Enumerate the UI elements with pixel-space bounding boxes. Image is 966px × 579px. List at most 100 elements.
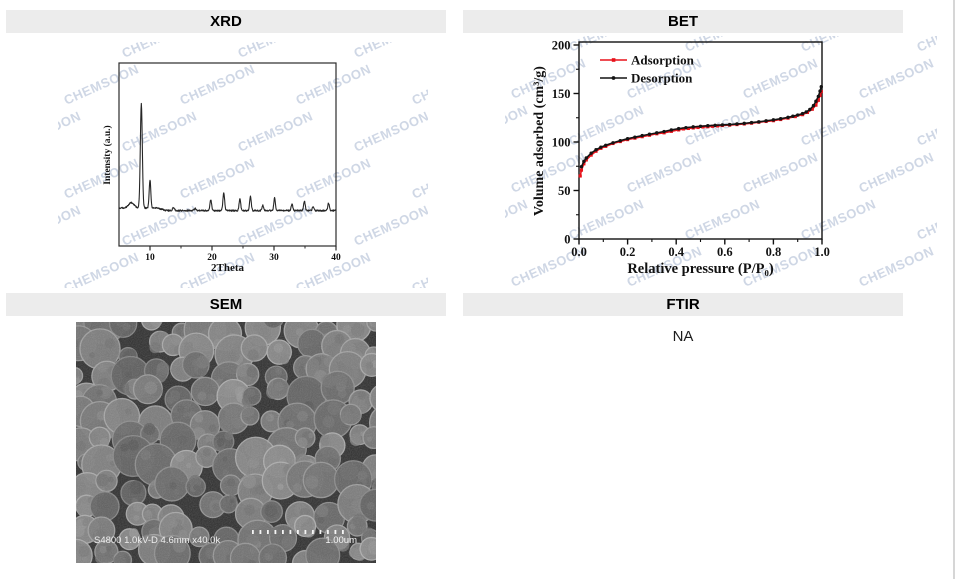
bet-chart: 0 50 100 150 200 0.0 0.2 0.4 0.6 0.8 1.0 Relative p… — [532, 38, 830, 277]
bet-marker — [814, 103, 818, 107]
bet-marker — [804, 110, 808, 114]
bet-marker — [818, 93, 822, 98]
bet-marker — [800, 111, 805, 116]
bet-x-tick-label: 0.6 — [717, 245, 733, 259]
panel-title-xrd: XRD — [210, 13, 242, 30]
bet-marker — [681, 127, 686, 131]
xrd-chart: 10 20 30 40 2Theta Intensity (a.u.) — [102, 62, 341, 274]
bet-marker — [814, 99, 818, 103]
bet-marker — [706, 124, 710, 128]
bet-marker — [579, 168, 584, 172]
bet-marker — [771, 118, 776, 122]
bet-marker — [711, 124, 715, 128]
bet-marker — [701, 125, 705, 129]
bet-marker — [611, 141, 615, 145]
bet-y-tick-label: 100 — [552, 135, 571, 149]
legend-label: Desorption — [631, 71, 693, 86]
sem-scalebar-tick — [289, 530, 292, 534]
sem-scalebar-tick — [334, 530, 337, 534]
sem-scale-label: 1.00um — [325, 535, 357, 546]
bet-x-tick-label: 0.2 — [620, 245, 636, 259]
sem-grain-overlay — [76, 322, 376, 563]
bet-marker — [633, 135, 637, 139]
bet-marker — [584, 158, 588, 162]
panel-header-xrd: XRD — [6, 10, 446, 33]
bet-marker — [696, 125, 700, 130]
bet-yaxis-label: Volume adsorbed (cm³/g) — [532, 66, 547, 216]
bet-marker — [816, 94, 821, 99]
bet-y-tick-label: 50 — [558, 184, 571, 198]
panel-title-ftir: FTIR — [666, 296, 700, 313]
xrd-x-tick-label: 30 — [269, 253, 279, 263]
bet-marker — [584, 156, 588, 160]
bet-marker — [764, 119, 768, 123]
bet-marker — [816, 98, 820, 102]
bet-marker — [669, 128, 674, 132]
sem-scalebar-tick — [327, 530, 329, 534]
bet-marker — [819, 85, 823, 89]
xrd-trace — [118, 102, 337, 212]
bet-marker — [796, 113, 800, 117]
bet-marker — [604, 143, 608, 147]
bet-marker — [618, 138, 623, 143]
sem-scalebar-tick — [259, 530, 262, 534]
bet-marker — [655, 131, 659, 135]
bet-marker — [811, 103, 816, 108]
bet-marker — [625, 137, 630, 141]
legend-label: Adsorption — [631, 53, 695, 68]
panel-title-bet: BET — [668, 13, 698, 30]
bet-marker — [698, 124, 703, 128]
bet-marker — [720, 123, 725, 127]
panel-header-ftir: FTIR — [463, 293, 903, 316]
panel-header-bet: BET — [463, 10, 903, 33]
legend-marker — [611, 76, 616, 80]
bet-series-line-adsorption — [579, 91, 823, 177]
bet-marker — [647, 132, 652, 136]
bet-marker — [778, 117, 783, 121]
bet-marker — [727, 122, 732, 127]
bet-marker — [582, 162, 586, 166]
xrd-plot-box — [118, 62, 337, 247]
bet-marker — [662, 129, 666, 134]
bet-marker — [735, 122, 739, 126]
bet-x-tick-label: 0.0 — [571, 245, 587, 259]
xrd-xaxis-label: 2Theta — [211, 262, 245, 274]
bet-marker — [578, 174, 582, 178]
sem-scalebar-tick — [304, 530, 307, 534]
sem-scalebar-tick — [252, 530, 254, 534]
bet-xaxis-label: Relative pressure (P/P₀) — [627, 261, 774, 277]
bet-y-tick-label: 150 — [552, 87, 571, 101]
bet-marker — [676, 126, 681, 131]
sem-caption: S4800 1.0kV-D 4.6mm x40.0k — [94, 535, 220, 546]
bet-marker — [594, 148, 598, 152]
bet-marker — [742, 121, 746, 126]
xrd-x-tick-label: 10 — [145, 253, 155, 263]
bet-x-tick-label: 0.8 — [766, 245, 782, 259]
sem-scalebar-tick — [274, 530, 277, 534]
sem-scalebar-tick — [312, 530, 314, 534]
sem-image: S4800 1.0kV-D 4.6mm x40.0k 1.00um — [76, 322, 376, 563]
bet-marker — [599, 145, 603, 149]
sem-scalebar-tick — [319, 530, 322, 534]
bet-marker — [808, 107, 812, 112]
bet-x-tick-label: 0.4 — [668, 245, 684, 259]
xrd-yaxis-label: Intensity (a.u.) — [102, 125, 113, 184]
ftir-na-text: NA — [672, 328, 694, 345]
bet-marker — [791, 114, 795, 118]
bet-marker — [757, 120, 761, 124]
bet-plot-box — [578, 41, 823, 240]
panel-title-sem: SEM — [209, 296, 243, 313]
bet-marker — [818, 89, 822, 93]
bet-marker — [786, 115, 790, 120]
xrd-x-tick-label: 40 — [331, 253, 341, 263]
bet-marker — [713, 123, 717, 128]
bet-x-tick-label: 1.0 — [814, 245, 830, 259]
panel-header-sem: SEM — [6, 293, 446, 316]
sem-scalebar-tick — [342, 530, 344, 534]
xrd-x-tick-label: 20 — [207, 253, 217, 263]
bet-marker — [579, 165, 584, 169]
bet-marker — [749, 120, 754, 125]
bet-y-tick-label: 200 — [552, 38, 571, 52]
bet-marker — [691, 125, 695, 129]
